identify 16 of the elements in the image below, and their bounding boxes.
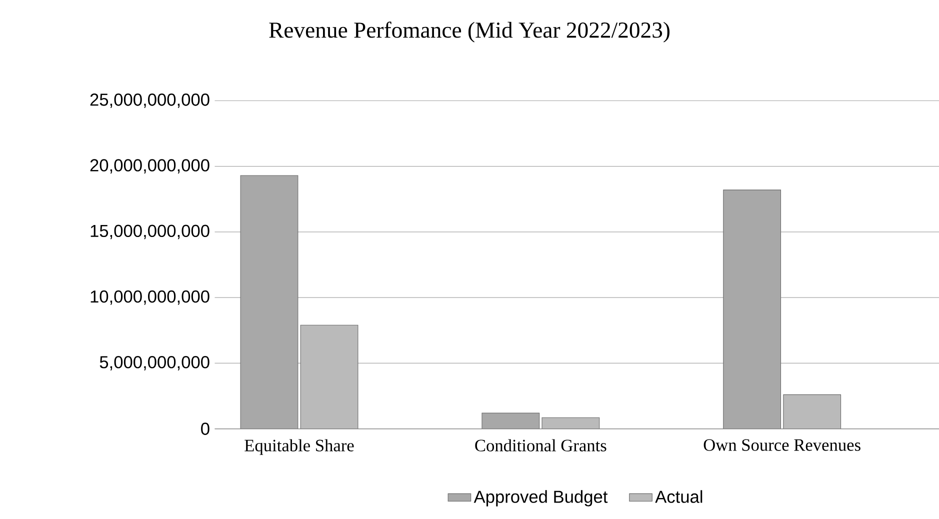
bar [783, 394, 842, 429]
y-tick-label: 15,000,000,000 [90, 224, 210, 240]
bar [542, 418, 600, 429]
y-tick-label: 10,000,000,000 [90, 290, 210, 305]
y-tick-label: 25,000,000,000 [90, 94, 210, 108]
x-tick-label: Own Source Revenues [704, 439, 860, 451]
y-tick-label: 0 [201, 422, 210, 436]
x-tick-label: Conditional Grants [475, 439, 606, 452]
y-tick-label: 20,000,000,000 [90, 159, 210, 174]
legend-label: Approved Budget [474, 490, 608, 506]
bar [300, 324, 358, 429]
chart-title: Revenue Perfomance (Mid Year 2022/2023) [269, 22, 670, 42]
x-tick-label: Equitable Share [244, 439, 354, 456]
bar [482, 412, 540, 429]
y-tick-label: 5,000,000,000 [100, 356, 210, 370]
legend-label: Actual [655, 490, 702, 504]
